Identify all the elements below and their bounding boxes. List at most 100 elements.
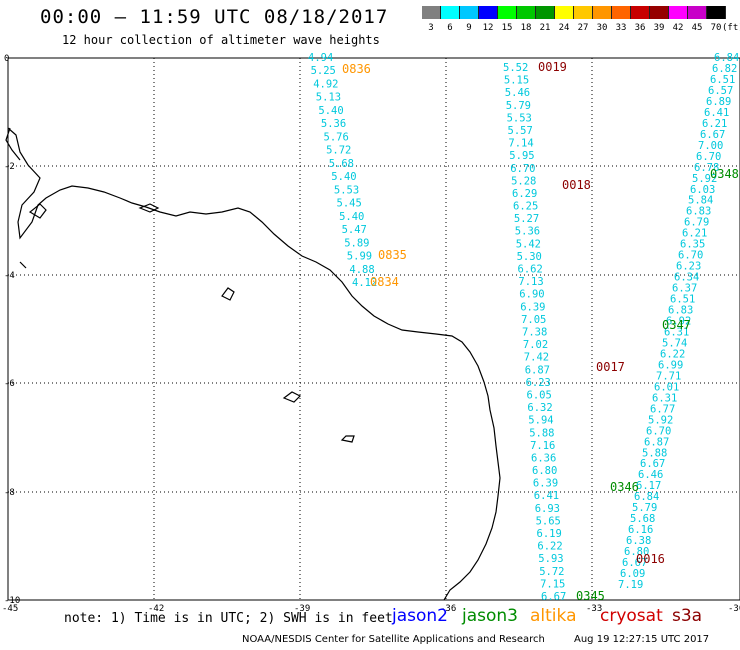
altika-track-value: 5.89	[344, 237, 369, 249]
legend-swatch	[422, 6, 441, 19]
credit-line: NOAA/NESDIS Center for Satellite Applica…	[242, 634, 545, 645]
jason3-track-value: 6.57	[708, 85, 733, 97]
cryosat-track-value: 7.16	[530, 440, 555, 452]
cryosat-track-value: 5.28	[511, 175, 536, 187]
cryosat-track-value: 5.65	[536, 515, 561, 527]
jason3-track-value: 6.17	[636, 480, 661, 492]
track-time-labels: 0836 0835 0834 0019 0018 0017 0016 0348 0347 0346…	[342, 60, 739, 603]
jason3-track-value: 6.80	[624, 546, 649, 558]
pass-time-label: 0017	[596, 360, 625, 374]
jason3-track-value: 6.77	[650, 403, 675, 415]
x-tick-label: -45	[2, 604, 18, 614]
jason3-track-value: 5.92	[692, 173, 717, 185]
jason3-track-value: 5.92	[648, 414, 673, 426]
cryosat-track-value: 6.93	[535, 503, 560, 515]
pass-time-label: 0348	[710, 167, 739, 181]
track-values: 4.945.254.925.135.405.365.765.725.685.40…	[308, 52, 739, 603]
jason3-track-value: 6.51	[710, 74, 735, 86]
altika-track-value: 5.13	[316, 92, 341, 104]
satellite-s3a: s3a	[672, 606, 703, 626]
cryosat-track-value: 5.79	[506, 100, 531, 112]
satellite-jason3: jason3	[462, 606, 518, 626]
cryosat-track-value: 6.62	[518, 264, 543, 276]
x-tick-label: -39	[294, 604, 310, 614]
jason3-track-value: 6.01	[654, 381, 679, 393]
pass-time-label: 0835	[378, 248, 407, 262]
altika-track-value: 4.92	[313, 79, 338, 91]
x-tick-label: -42	[148, 604, 164, 614]
altika-track-value: 5.99	[347, 251, 372, 263]
legend-label: 30	[596, 23, 608, 33]
cryosat-track-value: 6.70	[510, 163, 535, 175]
cryosat-track-value: 5.94	[528, 415, 553, 427]
jason3-track-value: 6.37	[672, 283, 697, 295]
legend-swatch	[574, 6, 593, 19]
jason3-track-value: 6.21	[682, 228, 707, 240]
jason3-track-value: 6.70	[646, 425, 671, 437]
jason3-track-value: 6.70	[696, 151, 721, 163]
cryosat-track-value: 5.88	[529, 427, 554, 439]
legend-swatch	[612, 6, 631, 19]
legend-label: 27	[577, 23, 589, 33]
jason3-track-value: 6.84	[714, 52, 739, 64]
jason3-track-value: 6.84	[634, 491, 659, 503]
jason3-track-value: 5.74	[662, 338, 687, 350]
cryosat-track-value: 5.52	[503, 62, 528, 74]
jason3-track-value: 6.83	[668, 305, 693, 317]
y-tick-label: -6	[4, 379, 15, 389]
jason3-track-value: 6.82	[712, 63, 737, 75]
altika-track-value: 5.47	[342, 224, 367, 236]
cryosat-track-value: 6.41	[534, 490, 559, 502]
cryosat-track-value: 7.15	[540, 578, 565, 590]
y-tick-label: -4	[4, 271, 15, 281]
satellite-jason2: jason2	[392, 606, 448, 626]
cryosat-track-value: 5.46	[505, 87, 530, 99]
legend-swatch	[688, 6, 707, 19]
jason3-track-value: 5.84	[688, 195, 713, 207]
jason3-track-value: 6.67	[622, 557, 647, 569]
pass-time-label: 0018	[562, 178, 591, 192]
y-tick-label: 0	[4, 54, 9, 64]
jason3-track-value: 6.46	[638, 469, 663, 481]
legend-label: 6	[447, 23, 453, 33]
cryosat-track-value: 6.67	[541, 591, 566, 603]
altika-track-value: 4.88	[349, 264, 374, 276]
legend-label: 33	[615, 23, 627, 33]
cryosat-track-value: 5.57	[508, 125, 533, 137]
jason3-track-value: 6.89	[706, 96, 731, 108]
y-tick-label: -10	[4, 596, 20, 606]
map-title: 00:00 – 11:59 UTC 08/18/2017	[40, 6, 389, 28]
altika-track-value: 4.12	[352, 277, 377, 289]
jason3-track-value: 7.71	[656, 370, 681, 382]
generated-timestamp: Aug 19 12:27:15 UTC 2017	[574, 634, 710, 645]
cryosat-track-value: 5.15	[504, 75, 529, 87]
legend-label: 15	[501, 23, 513, 33]
legend-swatch	[555, 6, 574, 19]
pass-time-label: 0345	[576, 589, 605, 603]
jason3-track-value: 6.67	[640, 458, 665, 470]
legend-label: 36	[634, 23, 646, 33]
cryosat-track-value: 5.42	[516, 238, 541, 250]
jason3-track-value: 6.21	[702, 118, 727, 130]
cryosat-track-value: 7.38	[522, 327, 547, 339]
legend-swatch	[498, 6, 517, 19]
altika-track-value: 5.40	[318, 105, 343, 117]
cryosat-track-value: 6.39	[533, 478, 558, 490]
cryosat-track-value: 7.42	[524, 352, 549, 364]
jason3-track-value: 6.23	[676, 261, 701, 273]
altika-track-value: 4.94	[308, 52, 333, 64]
legend-label: 42	[672, 23, 684, 33]
legend-swatch	[517, 6, 536, 19]
cryosat-track-value: 6.80	[532, 465, 557, 477]
legend-label: 45	[691, 23, 703, 33]
cryosat-track-value: 6.22	[537, 541, 562, 553]
jason3-track-value: 6.70	[678, 250, 703, 262]
cryosat-track-value: 6.39	[520, 301, 545, 313]
cryosat-track-value: 5.72	[539, 566, 564, 578]
jason3-track-value: 6.22	[660, 348, 685, 360]
satellite-cryosat: cryosat	[600, 606, 663, 626]
altika-track-value: 5.40	[331, 171, 356, 183]
legend-swatch	[669, 6, 688, 19]
axis-labels: -45 -42 -39 -36 -33 -30 0 -2 -4 -6 -8 -10	[2, 54, 740, 614]
cryosat-track-value: 5.53	[507, 112, 532, 124]
